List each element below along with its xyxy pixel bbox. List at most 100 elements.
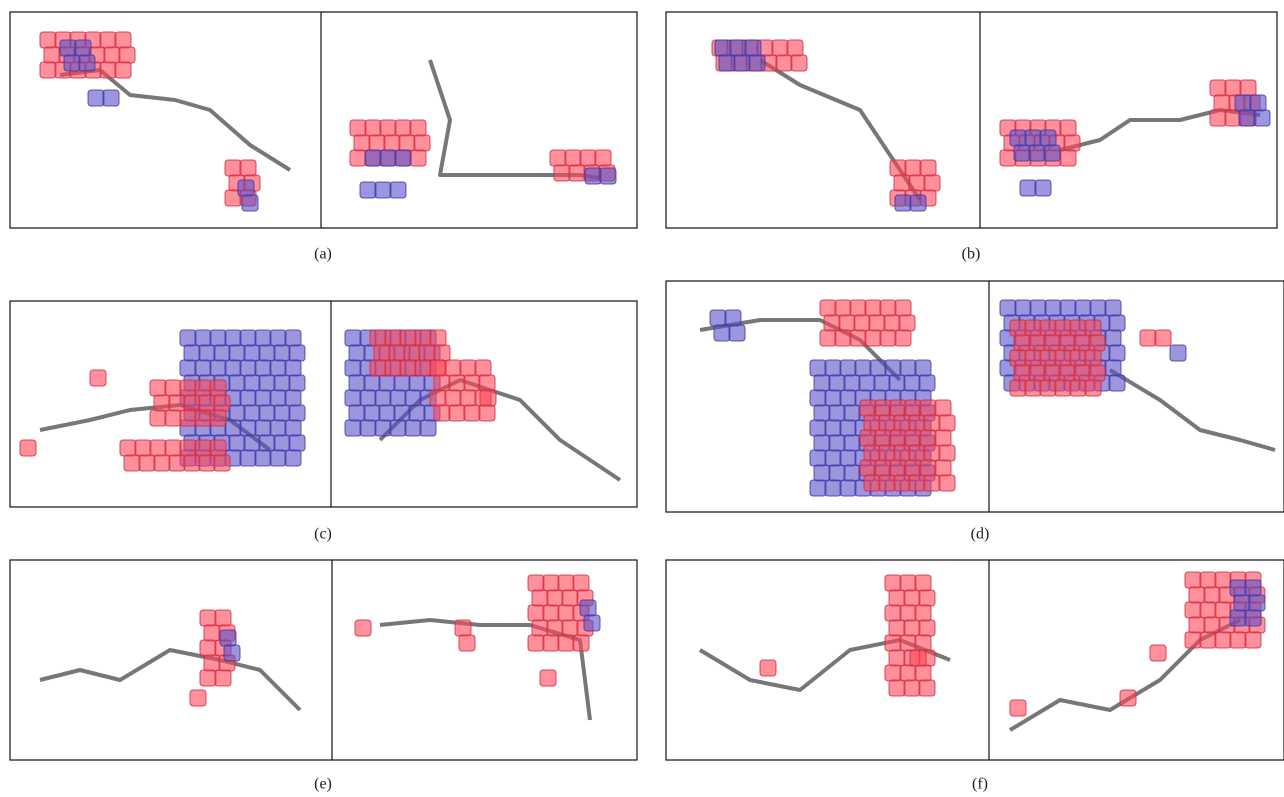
field-cube (709, 309, 727, 327)
field-cube (364, 119, 382, 137)
field-cube (894, 194, 912, 212)
field-cube (1104, 329, 1122, 347)
field-cube (383, 134, 401, 152)
field-cube (903, 374, 921, 392)
panel-label: (e) (314, 776, 332, 793)
field-cube (99, 31, 117, 49)
field-cube (1024, 129, 1042, 147)
field-cube (1188, 586, 1206, 604)
field-cube (203, 624, 221, 642)
field-cube (149, 439, 167, 457)
field-cube (384, 359, 402, 377)
field-cube (724, 309, 742, 327)
field-cube (258, 374, 276, 392)
field-cube (258, 344, 276, 362)
field-cube (284, 389, 302, 407)
field-cube (878, 474, 896, 492)
field-cube (843, 464, 861, 482)
field-cube (209, 409, 227, 427)
field-cube (123, 454, 141, 472)
field-cube (869, 359, 887, 377)
field-cube (909, 649, 927, 667)
field-cube (254, 329, 272, 347)
field-cube (838, 314, 856, 332)
field-cube (59, 39, 77, 57)
field-cube (786, 39, 804, 57)
field-cube (344, 419, 362, 437)
panel-label: (f) (972, 776, 988, 793)
field-cube (813, 404, 831, 422)
field-cube (1229, 631, 1247, 649)
field-cube (748, 54, 766, 72)
field-cube (839, 389, 857, 407)
field-cube (388, 344, 406, 362)
field-cube (433, 404, 451, 422)
field-cube (542, 634, 560, 652)
field-cube (168, 394, 186, 412)
field-cube (531, 619, 549, 637)
field-cube (1043, 144, 1061, 162)
field-cube (363, 404, 381, 422)
field-cube (713, 324, 731, 342)
field-cube (213, 394, 231, 412)
field-cube (458, 634, 476, 652)
field-cube (1119, 689, 1137, 707)
field-cube (474, 359, 492, 377)
field-cube (1108, 314, 1126, 332)
field-cube (444, 359, 462, 377)
field-cube (873, 374, 891, 392)
field-cube (1104, 299, 1122, 317)
field-cube (1029, 299, 1047, 317)
field-cube (914, 359, 932, 377)
field-cube (894, 299, 912, 317)
field-cube (243, 404, 261, 422)
field-cube (119, 439, 137, 457)
field-cube (1019, 179, 1037, 197)
field-cube (344, 389, 362, 407)
field-cube (228, 434, 246, 452)
field-cube (269, 449, 287, 467)
field-cube (414, 359, 432, 377)
field-cube (904, 159, 922, 177)
field-cube (463, 374, 481, 392)
field-cube (819, 329, 837, 347)
field-cube (429, 389, 447, 407)
field-cube (183, 454, 201, 472)
field-cube (1104, 359, 1122, 377)
field-cube (868, 314, 886, 332)
field-cube (919, 159, 937, 177)
field-cube (194, 379, 212, 397)
field-cube (1234, 94, 1252, 112)
field-cube (884, 359, 902, 377)
field-cube (744, 39, 762, 57)
field-cube (149, 409, 167, 427)
field-cube (179, 359, 197, 377)
panel: (b) (665, 11, 1278, 263)
field-cube (87, 89, 105, 107)
field-cube (349, 149, 367, 167)
field-cube (78, 54, 96, 72)
field-cube (223, 644, 241, 662)
field-cube (914, 634, 932, 652)
field-cube (448, 374, 466, 392)
field-cube (561, 589, 579, 607)
field-cube (348, 404, 366, 422)
field-cube (224, 419, 242, 437)
field-cube (384, 329, 402, 347)
field-cube (1214, 571, 1232, 589)
field-cube (864, 329, 882, 347)
field-cube (1139, 329, 1157, 347)
field-cube (118, 46, 136, 64)
field-cube (1039, 349, 1057, 367)
field-cube (429, 359, 447, 377)
field-cube (273, 374, 291, 392)
field-cube (1249, 94, 1267, 112)
field-cube (359, 419, 377, 437)
field-cube (359, 181, 377, 199)
field-cube (759, 659, 777, 677)
field-cube (1244, 579, 1262, 597)
field-cube (904, 399, 922, 417)
field-cube (889, 429, 907, 447)
field-cube (884, 664, 902, 682)
field-cube (584, 167, 602, 185)
